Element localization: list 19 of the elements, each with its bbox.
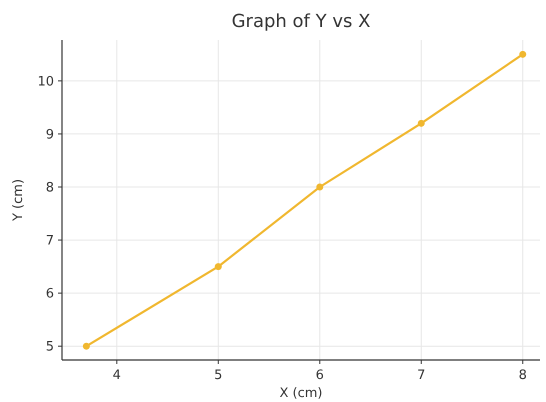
y-tick-label: 6 [46, 286, 54, 302]
point [519, 50, 526, 58]
point [316, 184, 324, 190]
x-tick-label: 8 [518, 368, 527, 383]
x-axis-title: X (cm) [280, 386, 322, 401]
y-tick-label: 10 [37, 74, 54, 90]
point [214, 263, 222, 270]
y-tick-label: 7 [46, 234, 54, 249]
y-tick-label: 9 [46, 127, 54, 142]
point [82, 342, 90, 350]
y-axis-title: Y (cm) [11, 178, 26, 222]
y-tick-label: 8 [46, 180, 54, 196]
point [418, 120, 425, 127]
y-tick-label: 5 [46, 340, 54, 355]
x-tick-label: 7 [417, 368, 426, 383]
x-tick-label: 6 [316, 368, 324, 383]
x-tick-label: 4 [112, 368, 121, 383]
chart-title: Graph of Y vs X [232, 11, 370, 32]
x-tick-label: 5 [214, 368, 222, 383]
